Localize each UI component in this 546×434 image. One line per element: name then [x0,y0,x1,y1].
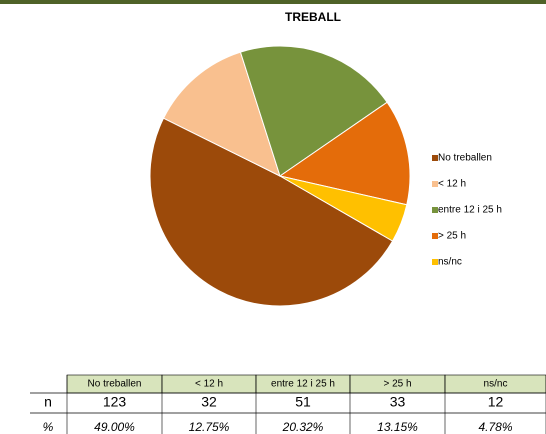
chart-title: TREBALL [285,10,341,24]
table-percent: 12.75% [189,420,230,434]
table-header: < 12 h [195,379,223,390]
legend-label: ns/nc [438,257,462,268]
table-count: 51 [295,394,311,410]
top-band [0,0,546,4]
legend-label: < 12 h [438,179,466,190]
legend-swatch [432,259,438,265]
pie-slice [239,45,388,177]
pie-slice [149,117,394,307]
legend-label: entre 12 i 25 h [438,205,502,216]
table-row-label: % [43,420,54,434]
table-count: 32 [201,394,217,410]
pie-slice [278,101,411,206]
table-count: 123 [103,394,127,410]
table-header: ns/nc [484,379,508,390]
pie-slice [279,175,408,242]
table-percent: 4.78% [478,420,512,434]
table-percent: 49.00% [94,420,135,434]
legend-swatch [432,181,438,187]
table-percent: 20.32% [282,420,324,434]
legend-swatch [432,207,438,213]
legend-label: No treballen [438,153,492,164]
table-header: > 25 h [383,379,411,390]
table-percent: 13.15% [377,420,418,434]
legend-label: > 25 h [438,231,466,242]
pie-slice [162,51,281,177]
table-header: No treballen [88,379,142,390]
legend-swatch [432,155,438,161]
table-count: 33 [390,394,406,410]
table-count: 12 [488,394,504,410]
table-header: entre 12 i 25 h [271,379,335,390]
legend-swatch [432,233,438,239]
table-row-label: n [44,394,52,410]
